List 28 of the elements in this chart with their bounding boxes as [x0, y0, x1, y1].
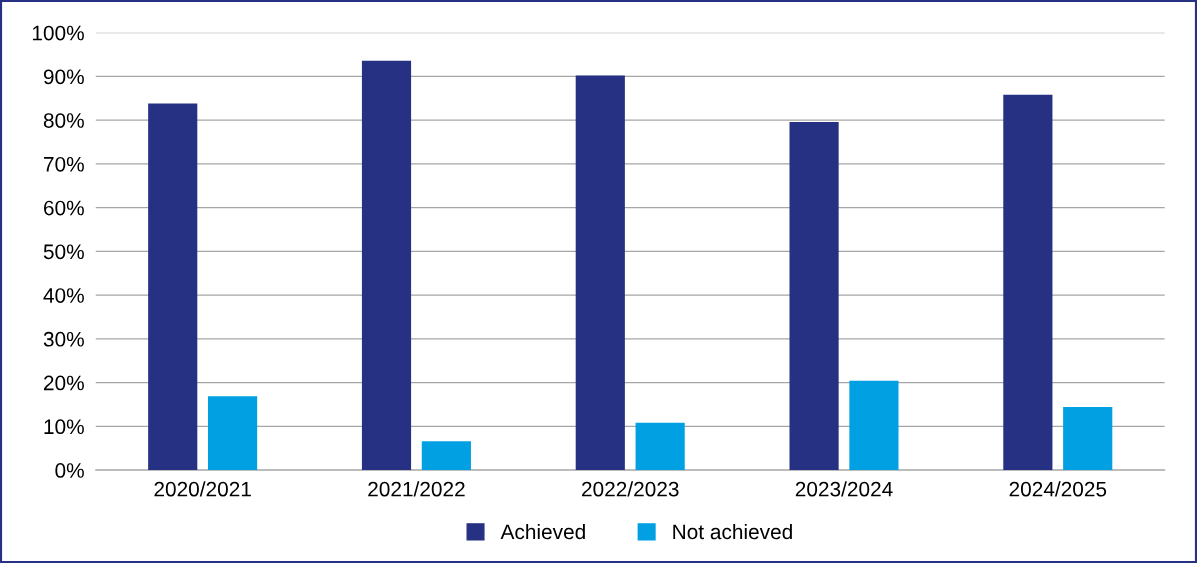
y-tick-label: 70%	[44, 156, 84, 172]
y-tick-label: 10%	[44, 419, 84, 435]
bar	[148, 103, 198, 471]
bar	[789, 121, 839, 471]
x-tick-label: 2020/2021	[154, 481, 251, 497]
y-tick-label: 100%	[32, 25, 84, 41]
y-tick-label: 20%	[44, 375, 84, 391]
legend-label: Achieved	[500, 523, 585, 540]
bar	[849, 380, 899, 471]
x-tick-label: 2024/2025	[1009, 481, 1107, 497]
x-tick-label: 2022/2023	[582, 481, 679, 497]
x-tick-label: 2021/2022	[368, 481, 465, 497]
bar	[635, 422, 685, 471]
y-tick-label: 80%	[43, 113, 84, 128]
y-tick-label: 50%	[43, 244, 84, 260]
bar	[1063, 407, 1113, 471]
x-tick-label: 2023/2024	[795, 481, 893, 497]
y-tick-label: 90%	[43, 69, 84, 85]
y-tick-label: 60%	[44, 200, 84, 216]
y-tick-label: 30%	[43, 331, 84, 347]
bar	[361, 60, 412, 471]
bar	[575, 75, 625, 471]
y-tick-label: 0%	[55, 463, 84, 478]
bar	[208, 396, 258, 471]
bar	[421, 441, 471, 471]
legend-label: Not achieved	[673, 523, 792, 540]
bar	[1003, 94, 1053, 471]
y-tick-label: 40%	[43, 288, 84, 303]
